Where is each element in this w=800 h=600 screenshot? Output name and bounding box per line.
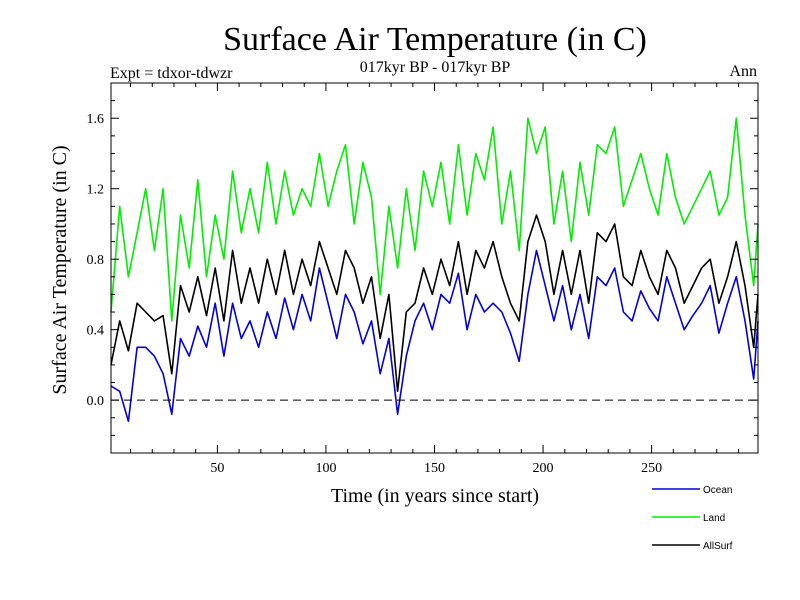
y-axis: 0.0 0.4 0.8 1.2 1.6 (87, 100, 758, 436)
legend-label-allsurf: AllSurf (703, 541, 733, 552)
series-line-land (110, 117, 759, 322)
y-tick-label: 0.0 (87, 394, 105, 409)
x-tick-label: 50 (210, 461, 224, 476)
x-tick-label: 100 (315, 461, 336, 476)
plot-series (110, 117, 759, 423)
period-label: 017kyr BP - 017kyr BP (360, 59, 511, 76)
series-line-allsurf (110, 214, 759, 393)
x-tick-label: 250 (641, 461, 662, 476)
y-tick-label: 0.8 (87, 253, 105, 268)
y-tick-label: 1.6 (87, 112, 105, 127)
x-tick-label: 200 (533, 461, 554, 476)
legend-label-land: Land (703, 513, 725, 524)
y-tick-label: 0.4 (87, 324, 105, 339)
season-label: Ann (729, 63, 757, 80)
series-line-ocean (110, 249, 759, 423)
x-axis-label: Time (in years since start) (331, 485, 539, 507)
chart-title: Surface Air Temperature (in C) (223, 21, 647, 58)
y-axis-label: Surface Air Temperature (in C) (49, 145, 71, 394)
x-tick-label: 150 (424, 461, 445, 476)
y-tick-label: 1.2 (87, 183, 105, 198)
legend-label-ocean: Ocean (703, 485, 732, 496)
x-axis: 50 100 150 200 250 (130, 83, 739, 476)
legend: Ocean Land AllSurf (652, 485, 733, 552)
experiment-label: Expt = tdxor-tdwzr (110, 65, 233, 82)
